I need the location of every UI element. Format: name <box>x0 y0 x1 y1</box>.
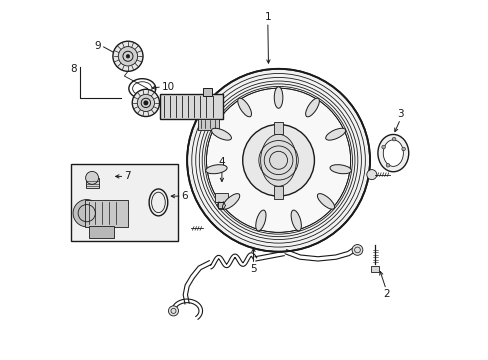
Text: 1: 1 <box>264 12 270 22</box>
Ellipse shape <box>325 128 345 140</box>
Circle shape <box>73 199 100 227</box>
Ellipse shape <box>317 194 334 209</box>
Text: 4: 4 <box>218 157 225 167</box>
Bar <box>273 122 283 134</box>
Circle shape <box>144 101 147 105</box>
Text: 9: 9 <box>94 41 101 50</box>
Text: 5: 5 <box>250 264 256 274</box>
Ellipse shape <box>290 210 301 231</box>
Circle shape <box>351 244 362 255</box>
Text: 10: 10 <box>162 82 175 92</box>
Bar <box>371 266 379 272</box>
Text: 2: 2 <box>382 289 388 300</box>
Circle shape <box>366 170 376 180</box>
Circle shape <box>401 147 405 151</box>
Circle shape <box>118 46 137 66</box>
Bar <box>214 193 227 202</box>
Bar <box>85 200 128 226</box>
Ellipse shape <box>329 165 351 174</box>
Ellipse shape <box>305 98 319 117</box>
Ellipse shape <box>211 128 231 140</box>
Ellipse shape <box>377 134 408 172</box>
Circle shape <box>85 171 99 184</box>
Bar <box>70 164 178 241</box>
Bar <box>273 186 283 199</box>
Bar <box>85 178 99 188</box>
Circle shape <box>126 54 129 58</box>
Circle shape <box>242 125 314 196</box>
Text: 3: 3 <box>396 109 403 119</box>
Circle shape <box>391 138 395 141</box>
Bar <box>160 94 223 119</box>
Bar <box>217 202 224 208</box>
Circle shape <box>206 88 350 232</box>
Text: 8: 8 <box>70 64 76 74</box>
Ellipse shape <box>260 134 296 186</box>
Bar <box>198 119 219 130</box>
Ellipse shape <box>274 87 282 108</box>
Bar <box>203 88 212 96</box>
Ellipse shape <box>255 210 265 231</box>
Circle shape <box>137 94 154 112</box>
Circle shape <box>386 163 389 167</box>
Ellipse shape <box>222 194 239 209</box>
Text: 6: 6 <box>182 191 188 201</box>
Circle shape <box>381 145 385 149</box>
Circle shape <box>113 41 142 71</box>
Circle shape <box>132 89 159 117</box>
Circle shape <box>187 69 369 252</box>
Ellipse shape <box>205 165 226 174</box>
Ellipse shape <box>383 140 403 166</box>
Bar <box>88 226 114 238</box>
Circle shape <box>168 306 178 316</box>
Ellipse shape <box>237 98 251 117</box>
Text: 7: 7 <box>124 171 131 181</box>
